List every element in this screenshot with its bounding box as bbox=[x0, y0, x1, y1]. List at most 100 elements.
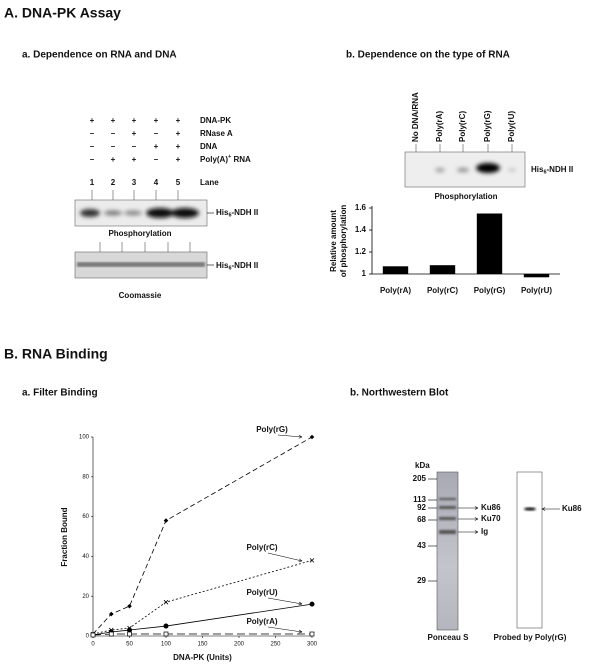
section-title: B. RNA Binding bbox=[4, 346, 108, 362]
panel-title: a. Filter Binding bbox=[22, 388, 98, 399]
data-point bbox=[309, 558, 315, 563]
bar bbox=[382, 266, 409, 274]
x-tick-label: 150 bbox=[197, 642, 208, 648]
y-tick-label: 20 bbox=[82, 594, 89, 600]
gel-phosphorylation bbox=[74, 199, 208, 227]
condition-label-part: Poly(A) bbox=[200, 155, 228, 164]
arrow bbox=[267, 597, 303, 605]
condition-sign: + bbox=[176, 116, 181, 125]
series-label: Poly(rG) bbox=[256, 425, 288, 434]
arrow-head bbox=[298, 601, 303, 606]
y-tick-label: 1.4 bbox=[355, 225, 367, 234]
condition-label: Poly(A)+ RNA bbox=[200, 154, 251, 164]
lane-title: Lane bbox=[200, 178, 219, 187]
band-label-part: His bbox=[216, 208, 229, 217]
x-tick-label: Poly(rU) bbox=[521, 286, 552, 295]
lane-number: 4 bbox=[154, 178, 159, 187]
unit-label: kDa bbox=[415, 461, 430, 470]
condition-sign: – bbox=[132, 142, 137, 151]
lane-label: No DNA/RNA bbox=[411, 92, 420, 142]
band-label-part: His bbox=[531, 165, 544, 174]
x-tick-label: 300 bbox=[307, 642, 318, 648]
data-point bbox=[127, 627, 132, 633]
condition-sign: + bbox=[132, 129, 137, 138]
arrow-head bbox=[298, 629, 303, 634]
data-point bbox=[309, 631, 315, 637]
series-line bbox=[92, 436, 313, 635]
condition-sign: + bbox=[176, 142, 181, 151]
data-point bbox=[163, 623, 169, 629]
panel-title: a. Dependence on RNA and DNA bbox=[22, 50, 177, 61]
band-label-part: 6 bbox=[228, 266, 231, 272]
x-tick-label: 0 bbox=[91, 642, 95, 648]
condition-sign: + bbox=[111, 155, 116, 164]
panel-title: b. Dependence on the type of RNA bbox=[346, 50, 510, 61]
series-label: Poly(rA) bbox=[246, 617, 277, 626]
arrow bbox=[267, 552, 303, 562]
lane-label: Poly(rU) bbox=[507, 111, 516, 142]
marker-label: 43 bbox=[417, 541, 426, 550]
lane-number: 2 bbox=[111, 178, 116, 187]
condition-label: DNA bbox=[200, 142, 218, 151]
band-label: His6-NDH II bbox=[531, 165, 573, 176]
blot-caption: Probed by Poly(rG) bbox=[494, 633, 567, 642]
marker-label: 29 bbox=[417, 576, 426, 585]
condition-sign: + bbox=[132, 155, 137, 164]
band-label: Ku70 bbox=[481, 514, 501, 523]
condition-sign: + bbox=[154, 116, 159, 125]
data-point bbox=[163, 599, 169, 605]
band-label-part: 6 bbox=[543, 170, 546, 176]
arrow-head bbox=[474, 530, 479, 534]
series-line bbox=[92, 633, 312, 636]
condition-label-part: DNA bbox=[200, 142, 218, 151]
data-point bbox=[163, 631, 169, 637]
series-line bbox=[92, 603, 313, 636]
marker-label: 113 bbox=[413, 495, 426, 504]
lane-number: 3 bbox=[132, 178, 137, 187]
band-label: Ku86 bbox=[562, 504, 582, 513]
data-point bbox=[127, 603, 132, 609]
band-label-part: His bbox=[216, 261, 229, 270]
y-tick-label: 0 bbox=[86, 634, 90, 640]
section-title: A. DNA-PK Assay bbox=[4, 5, 121, 21]
condition-sign: – bbox=[154, 129, 159, 138]
marker-label: 68 bbox=[417, 515, 426, 524]
gel-caption: Phosphorylation bbox=[108, 229, 171, 238]
data-point bbox=[127, 631, 132, 637]
data-point bbox=[108, 631, 114, 637]
condition-label-part: + bbox=[228, 154, 231, 160]
panel-title: b. Northwestern Blot bbox=[350, 388, 449, 399]
band-label: His6-NDH II bbox=[216, 261, 258, 272]
band-label: Ku86 bbox=[481, 503, 501, 512]
x-tick-label: 50 bbox=[126, 642, 133, 648]
gel-coomassie bbox=[74, 242, 208, 279]
condition-sign: – bbox=[90, 129, 95, 138]
lane-label: Poly(rA) bbox=[435, 111, 444, 142]
y-tick-label: 60 bbox=[82, 514, 89, 520]
y-tick-label: 80 bbox=[82, 474, 89, 480]
data-point bbox=[108, 611, 114, 617]
arrow bbox=[267, 626, 303, 633]
gel-caption: Coomassie bbox=[119, 291, 162, 300]
x-tick-label: 100 bbox=[161, 642, 172, 648]
band-label: Ig bbox=[481, 527, 488, 536]
data-point bbox=[309, 601, 315, 607]
x-tick-label: 250 bbox=[270, 642, 281, 648]
lane-label: Poly(rC) bbox=[458, 111, 467, 142]
marker-label: 92 bbox=[417, 503, 426, 512]
condition-label: RNase A bbox=[200, 129, 233, 138]
y-axis-label: Fraction Bound bbox=[60, 507, 69, 566]
y-tick-label: 1.2 bbox=[355, 247, 367, 256]
gel-caption: Phosphorylation bbox=[434, 192, 497, 201]
y-axis-label: Relative amount bbox=[329, 210, 338, 272]
condition-sign: – bbox=[90, 155, 95, 164]
band-label-part: -NDH II bbox=[232, 208, 259, 217]
arrow-head bbox=[474, 506, 479, 510]
condition-label-part: RNA bbox=[231, 155, 251, 164]
blot bbox=[436, 471, 543, 631]
x-tick-label: 200 bbox=[234, 642, 245, 648]
arrow bbox=[277, 434, 303, 438]
condition-sign: – bbox=[111, 129, 116, 138]
gel-rna-type bbox=[404, 151, 526, 188]
condition-sign: – bbox=[154, 155, 159, 164]
